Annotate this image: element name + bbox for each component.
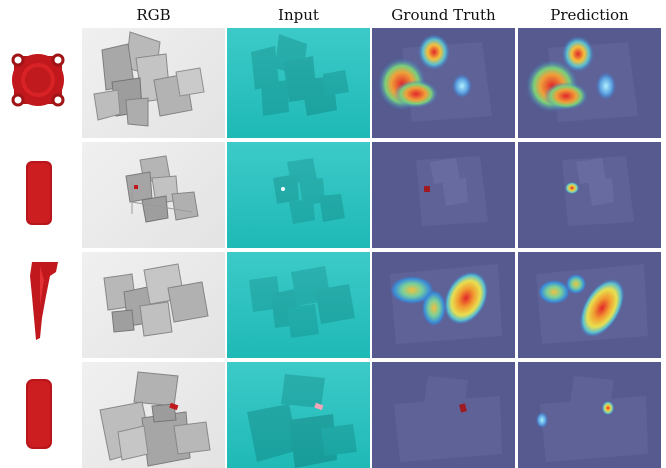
prediction-heatmap-row-4 <box>518 362 661 468</box>
prediction-heatmap-row-3 <box>518 252 661 358</box>
object-icon-row-1 <box>4 42 72 122</box>
input-image-row-2 <box>227 142 370 248</box>
red-rounded-rectangle-icon <box>26 161 52 225</box>
header-ground-truth: Ground Truth <box>391 6 496 24</box>
red-spray-nozzle-icon <box>30 262 58 340</box>
object-icon-row-4 <box>4 373 72 457</box>
ground-truth-heatmap-row-1 <box>372 28 515 138</box>
ground-truth-heatmap-row-4 <box>372 362 515 468</box>
rgb-image-row-4 <box>82 362 225 468</box>
object-icon-row-3 <box>4 256 72 346</box>
prediction-heatmap-row-2 <box>518 142 661 248</box>
ground-truth-heatmap-row-2 <box>372 142 515 248</box>
ground-truth-heatmap-row-3 <box>372 252 515 358</box>
rgb-image-row-2 <box>82 142 225 248</box>
input-image-row-3 <box>227 252 370 358</box>
rgb-image-row-3 <box>82 252 225 358</box>
object-icon-row-2 <box>4 155 72 235</box>
input-image-row-4 <box>227 362 370 468</box>
prediction-heatmap-row-1 <box>518 28 661 138</box>
input-image-row-1 <box>227 28 370 138</box>
rgb-image-row-1 <box>82 28 225 138</box>
red-rounded-rectangle-icon <box>26 379 52 449</box>
header-rgb: RGB <box>136 6 171 24</box>
red-flange-icon <box>11 53 65 107</box>
header-input: Input <box>278 6 319 24</box>
header-prediction: Prediction <box>550 6 629 24</box>
